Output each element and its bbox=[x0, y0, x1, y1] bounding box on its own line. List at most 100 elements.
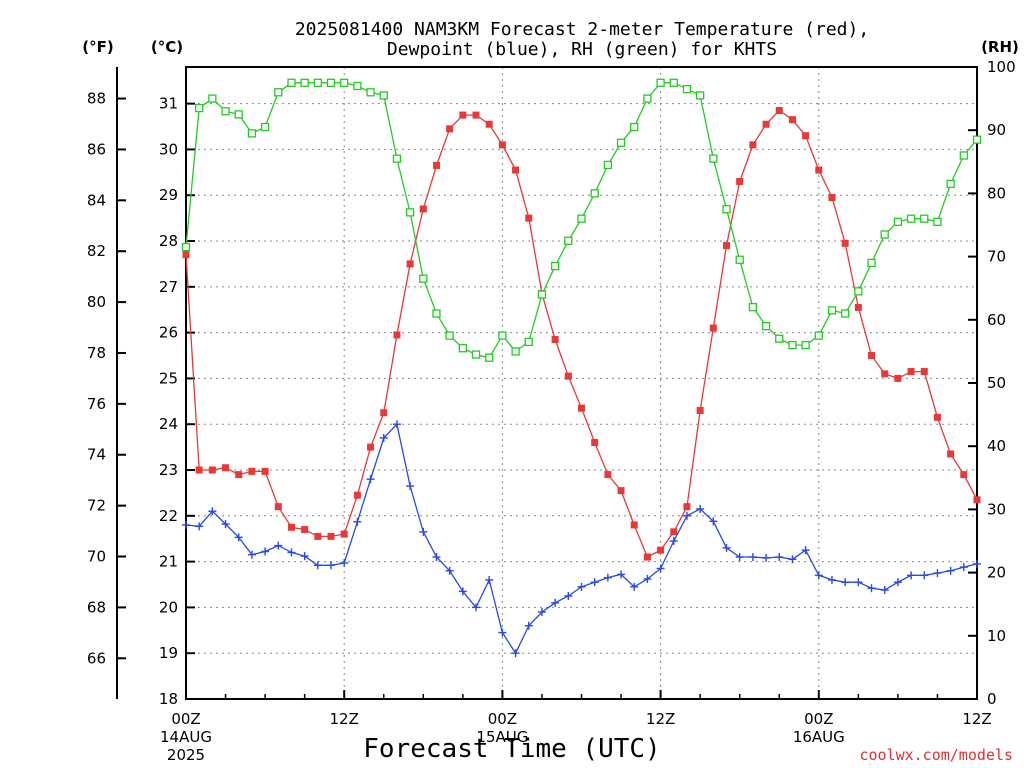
temperature-point bbox=[578, 404, 585, 412]
fahrenheit-tick-label: 88 bbox=[87, 90, 106, 108]
temperature-point bbox=[947, 450, 955, 458]
dewpoint-point bbox=[195, 522, 204, 531]
dewpoint-point bbox=[432, 553, 441, 562]
rh-tick-label: 0 bbox=[987, 690, 997, 708]
rh-point bbox=[498, 331, 507, 340]
rh-point bbox=[841, 309, 850, 318]
unit-rh: (RH) bbox=[981, 38, 1019, 56]
dewpoint-point bbox=[300, 552, 309, 561]
fahrenheit-tick-label: 74 bbox=[87, 446, 106, 464]
temperature-point bbox=[195, 466, 203, 474]
dewpoint-point bbox=[221, 520, 230, 529]
dewpoint-line bbox=[185, 422, 978, 655]
rh-point bbox=[854, 287, 863, 296]
dewpoint-point bbox=[841, 578, 850, 587]
temperature-point bbox=[828, 194, 836, 202]
rh-tick-label: 70 bbox=[987, 248, 1006, 266]
temperature-point bbox=[419, 205, 427, 213]
celsius-tick-label: 22 bbox=[159, 507, 178, 525]
dewpoint-point bbox=[762, 553, 771, 562]
dewpoint-point bbox=[959, 563, 968, 572]
temperature-point bbox=[933, 413, 941, 421]
temperature-point bbox=[564, 372, 572, 380]
rh-point bbox=[564, 236, 573, 245]
rh-tick-label: 80 bbox=[987, 184, 1006, 202]
fahrenheit-tick-label: 84 bbox=[87, 191, 106, 209]
rh-tick-label: 60 bbox=[987, 311, 1006, 329]
celsius-tick-label: 26 bbox=[159, 324, 178, 342]
rh-point bbox=[550, 261, 560, 271]
rh-point bbox=[933, 217, 942, 226]
temperature-point bbox=[406, 260, 414, 268]
dewpoint-point bbox=[867, 584, 876, 593]
temperature-point bbox=[459, 111, 467, 119]
dewpoint-point bbox=[775, 553, 784, 562]
dewpoint-point bbox=[511, 649, 520, 658]
temperature-point bbox=[367, 443, 375, 451]
dewpoint-point bbox=[682, 511, 691, 520]
rh-point bbox=[577, 214, 586, 223]
temperature-point bbox=[446, 125, 454, 133]
fahrenheit-tick-label: 80 bbox=[87, 293, 106, 311]
rh-point bbox=[524, 337, 533, 347]
fahrenheit-tick-label: 78 bbox=[87, 344, 106, 362]
dewpoint-point bbox=[722, 543, 731, 552]
temperature-point bbox=[815, 166, 823, 174]
dewpoint-point bbox=[498, 628, 507, 637]
temperature-point bbox=[920, 368, 928, 376]
rh-point bbox=[181, 242, 191, 252]
celsius-axis: 18 19 20 21 22 23 24 25 26 27 28 29 30 31 bbox=[159, 95, 195, 708]
rh-point bbox=[603, 160, 613, 170]
rh-point bbox=[735, 255, 744, 264]
rh-point bbox=[537, 290, 547, 299]
rh-point bbox=[458, 344, 468, 353]
dewpoint-point bbox=[551, 598, 560, 607]
rh-point bbox=[801, 340, 810, 350]
celsius-tick-label: 27 bbox=[159, 278, 178, 296]
rh-point bbox=[274, 88, 283, 97]
temperature-point bbox=[788, 116, 796, 124]
rh-point bbox=[906, 214, 916, 223]
fahrenheit-axis: 66 68 70 72 74 76 78 80 82 84 86 88 bbox=[87, 67, 126, 699]
fahrenheit-tick-label: 68 bbox=[87, 598, 106, 616]
dewpoint-point bbox=[564, 591, 573, 600]
x-axis-label: Forecast Time (UTC) bbox=[363, 734, 660, 764]
dewpoint-point bbox=[735, 553, 744, 562]
dewpoint-point bbox=[656, 564, 665, 573]
dewpoint-point bbox=[893, 578, 902, 587]
temperature-point bbox=[604, 471, 612, 479]
celsius-tick-label: 30 bbox=[159, 140, 178, 158]
rh-point bbox=[353, 81, 362, 91]
x-tick-label: 2025 bbox=[167, 746, 205, 764]
dewpoint-point bbox=[419, 527, 428, 536]
unit-celsius: (°C) bbox=[151, 38, 183, 56]
dewpoint-point bbox=[234, 533, 243, 542]
fahrenheit-tick-label: 86 bbox=[87, 140, 106, 158]
rh-point bbox=[867, 258, 876, 268]
temperature-point bbox=[432, 161, 440, 169]
rh-axis: 0 10 20 30 40 50 60 70 80 90 100 bbox=[968, 58, 1016, 708]
dewpoint-point bbox=[182, 520, 190, 529]
dewpoint-point bbox=[287, 548, 296, 557]
temperature-point bbox=[393, 331, 401, 339]
celsius-tick-label: 24 bbox=[159, 415, 178, 433]
rh-point bbox=[247, 129, 257, 138]
rh-point bbox=[775, 334, 784, 343]
temperature-point bbox=[248, 467, 256, 475]
rh-tick-label: 40 bbox=[987, 437, 1006, 455]
dewpoint-point bbox=[472, 603, 481, 612]
rh-point bbox=[432, 309, 441, 318]
dewpoint-point bbox=[353, 517, 362, 526]
temperature-point bbox=[287, 523, 295, 531]
series-layer bbox=[181, 78, 982, 658]
rh-point bbox=[959, 151, 968, 160]
rh-point bbox=[260, 122, 270, 132]
temperature-point bbox=[525, 214, 533, 222]
rh-point bbox=[880, 230, 889, 239]
x-tick-label: 16AUG bbox=[793, 728, 845, 746]
dewpoint-point bbox=[208, 507, 217, 516]
dewpoint-point bbox=[643, 575, 652, 584]
x-tick-label: 00Z bbox=[488, 710, 517, 728]
rh-point bbox=[722, 205, 731, 214]
rh-point bbox=[761, 321, 771, 331]
